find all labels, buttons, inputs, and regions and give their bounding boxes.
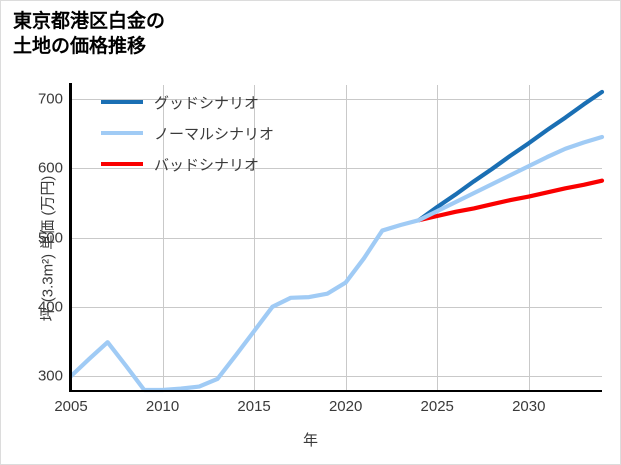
x-tick-label: 2005	[54, 398, 88, 415]
gridline-horizontal	[71, 237, 602, 239]
gridline-vertical	[162, 85, 164, 390]
legend-item[interactable]: ノーマルシナリオ	[101, 123, 274, 143]
series-line	[68, 134, 605, 393]
chart-title: 東京都港区白金の 土地の価格推移	[13, 11, 166, 58]
y-tick-label: 600	[37, 159, 63, 177]
y-tick-label: 400	[37, 298, 63, 316]
gridline-vertical	[528, 85, 530, 390]
gridline-horizontal	[71, 98, 602, 100]
y-tick-label: 500	[37, 229, 63, 246]
gridline-vertical	[254, 85, 256, 390]
x-tick-label: 2030	[512, 398, 546, 415]
y-axis-spine	[69, 83, 72, 392]
gridline-vertical	[437, 85, 439, 390]
legend-item[interactable]: グッドシナリオ	[101, 92, 274, 112]
gridline-horizontal	[71, 306, 602, 308]
y-tick-label: 700	[37, 90, 63, 108]
x-tick-label: 2025	[420, 398, 454, 415]
series-line	[416, 89, 605, 223]
y-tick-label: 300	[37, 367, 63, 385]
x-tick-label: 2010	[145, 398, 180, 415]
legend-color-swatch	[101, 161, 143, 167]
legend-label: グッドシナリオ	[154, 94, 260, 112]
x-axis-spine	[69, 389, 602, 393]
x-tick-label: 2015	[237, 398, 271, 415]
series-line	[416, 178, 605, 223]
gridline-horizontal	[71, 376, 602, 378]
legend-color-swatch	[101, 130, 143, 136]
x-axis-title: 年	[302, 432, 318, 449]
legend-color-swatch	[101, 99, 143, 105]
chart-legend: グッドシナリオ ノーマルシナリオ バッドシナリオ	[101, 92, 274, 174]
legend-label: バッドシナリオ	[154, 156, 260, 174]
legend-item[interactable]: バッドシナリオ	[101, 154, 274, 174]
x-tick-label: 2020	[328, 398, 363, 415]
y-axis-title: 坪 (3.3m²) 単価 (万円)	[39, 175, 57, 321]
legend-label: ノーマルシナリオ	[154, 125, 275, 143]
gridline-vertical	[345, 85, 347, 390]
gridline-horizontal	[71, 168, 602, 170]
